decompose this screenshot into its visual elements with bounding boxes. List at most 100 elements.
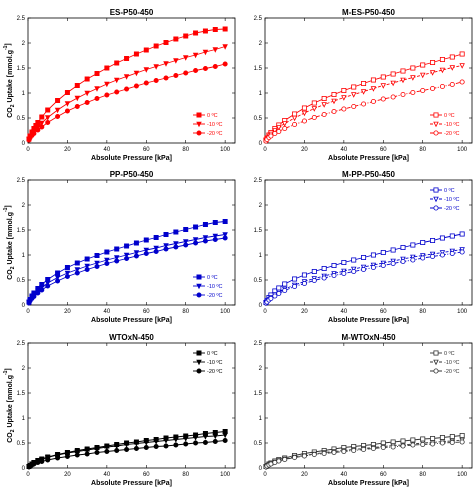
y-tick-label: 0.5	[254, 278, 263, 284]
data-point	[114, 258, 120, 264]
data-point	[449, 233, 455, 239]
legend-marker	[433, 130, 439, 136]
legend-label: -20 ºC	[207, 368, 222, 375]
data-point	[390, 247, 396, 253]
data-point	[390, 444, 396, 450]
legend: 0 ºC -10 ºC -20 ºC	[191, 109, 231, 139]
data-point	[321, 265, 327, 271]
x-tick-label: 80	[182, 472, 189, 478]
data-point	[212, 219, 218, 225]
x-tick-label: 60	[143, 309, 150, 315]
data-point	[153, 64, 159, 70]
x-tick-label: 80	[182, 147, 189, 153]
data-point	[182, 436, 189, 442]
data-point	[202, 28, 208, 34]
data-point	[113, 255, 120, 261]
data-point	[202, 66, 208, 72]
data-point	[84, 100, 90, 106]
data-point	[282, 287, 288, 293]
data-point	[410, 437, 416, 443]
legend-marker	[433, 187, 439, 193]
legend-label: 0 ºC	[444, 112, 455, 119]
data-point	[94, 446, 100, 452]
data-point	[222, 232, 228, 238]
data-point	[123, 74, 130, 80]
x-tick-label: 40	[104, 147, 111, 153]
data-point	[133, 441, 140, 447]
data-point	[276, 290, 282, 296]
legend-label: -20 ºC	[207, 292, 222, 299]
data-point	[341, 448, 347, 454]
data-point	[64, 101, 71, 107]
legend-label: -10 ºC	[207, 359, 222, 366]
x-axis-label: Absolute Pressure [kPa]	[91, 480, 172, 487]
data-point	[74, 104, 80, 110]
data-point	[459, 249, 465, 255]
data-point	[153, 443, 159, 449]
data-point	[64, 108, 70, 114]
data-point	[439, 57, 445, 63]
data-point	[400, 77, 406, 84]
legend-marker	[433, 359, 439, 366]
x-tick-label: 20	[301, 147, 308, 153]
data-point	[301, 272, 307, 278]
data-point	[113, 443, 120, 450]
x-tick-label: 80	[419, 147, 426, 153]
data-point	[183, 242, 189, 248]
x-axis-label: Absolute Pressure [kPa]	[328, 155, 409, 162]
data-point	[222, 218, 228, 224]
data-point	[45, 107, 51, 113]
legend-label: 0 ºC	[207, 112, 218, 119]
x-tick-label: 20	[301, 309, 308, 315]
data-point	[202, 49, 209, 56]
data-point	[163, 231, 169, 237]
y-tick-label: 2.5	[254, 16, 263, 22]
data-point	[281, 121, 288, 127]
data-point	[84, 256, 90, 262]
legend-label: -20 ºC	[444, 130, 459, 137]
x-tick-label: 80	[419, 472, 426, 478]
data-point	[55, 455, 61, 461]
data-point	[133, 70, 140, 77]
data-point	[400, 438, 406, 444]
data-point	[212, 433, 219, 440]
data-point	[292, 111, 298, 117]
data-point	[321, 112, 327, 118]
data-point	[390, 94, 396, 100]
data-point	[64, 264, 70, 270]
data-point	[143, 80, 149, 86]
data-point	[64, 90, 70, 96]
y-axis-label-part: 2	[10, 104, 16, 107]
y-tick-label: 1	[22, 416, 26, 422]
y-tick-label: 1	[259, 91, 263, 97]
data-point	[173, 58, 179, 64]
data-point	[370, 86, 377, 92]
data-point	[143, 237, 149, 243]
data-point	[222, 44, 228, 50]
data-point	[133, 240, 139, 246]
data-point	[331, 92, 337, 98]
data-point	[439, 84, 445, 90]
data-point	[272, 128, 278, 134]
y-tick-label: 2.5	[254, 341, 263, 347]
legend-marker	[433, 350, 439, 356]
y-axis-label-part: CO	[7, 107, 14, 118]
data-point	[163, 246, 169, 252]
x-tick-label: 20	[64, 147, 71, 153]
data-point	[380, 262, 386, 268]
legend-marker	[196, 283, 202, 290]
x-tick-label: 0	[263, 472, 267, 478]
x-tick-label: 100	[220, 309, 231, 315]
data-point	[153, 43, 159, 49]
data-point	[292, 276, 298, 282]
data-point	[153, 248, 159, 254]
data-point	[449, 250, 455, 256]
data-point	[104, 448, 110, 454]
x-tick-label: 0	[263, 147, 267, 153]
y-axis-label: CO2 Uptake [mmol.g-1]	[3, 43, 16, 118]
x-tick-label: 80	[182, 309, 189, 315]
chart-panel: PP-P50-450 0 0.5 1 1.5 2 2.5 0 20 40 60 80 100 Absolu…	[3, 170, 236, 324]
data-point	[104, 260, 110, 266]
y-tick-label: 0.5	[254, 116, 263, 122]
